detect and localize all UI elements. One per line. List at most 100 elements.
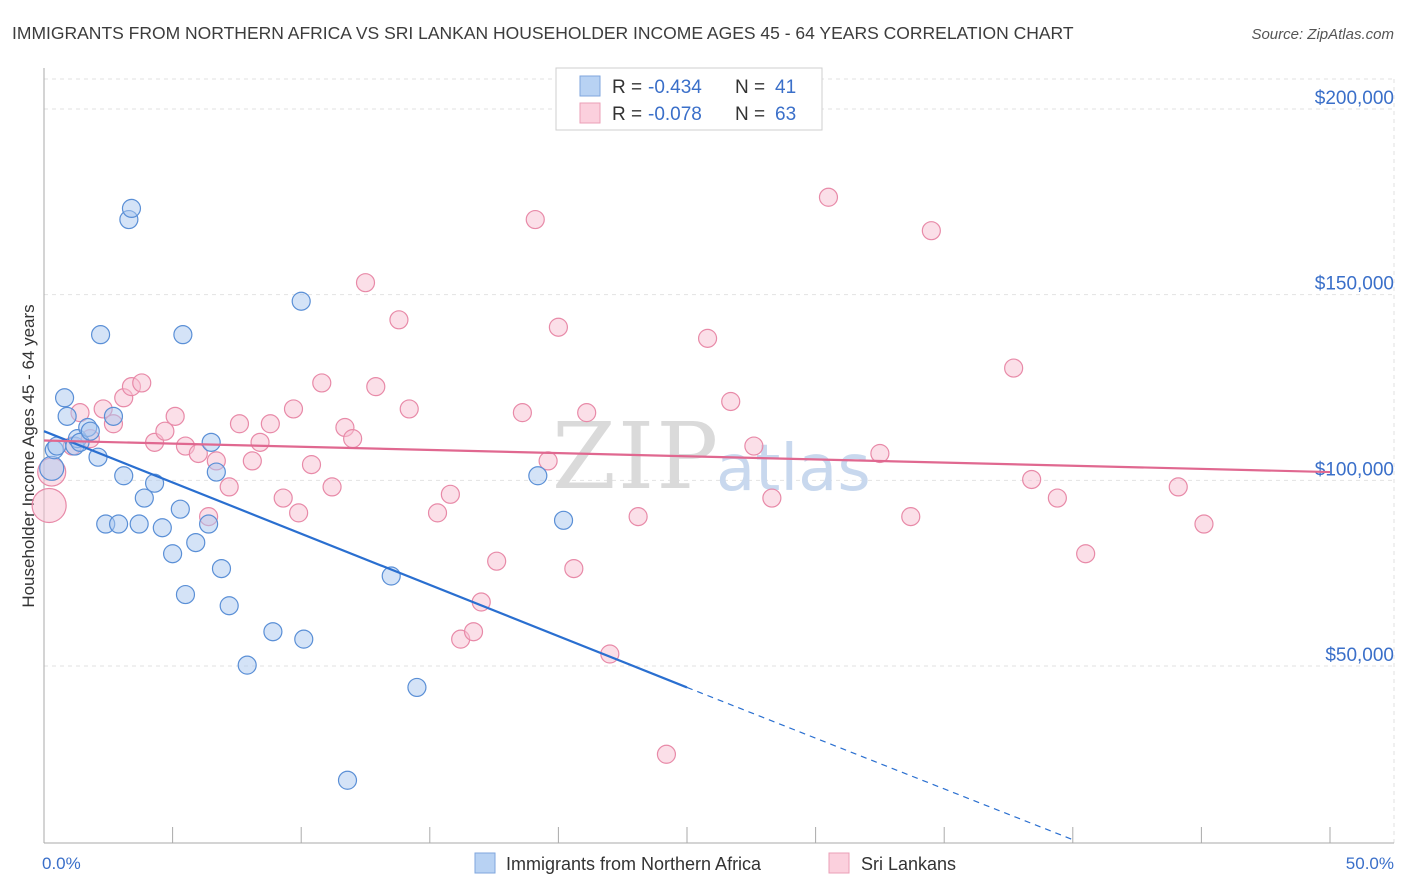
point-northern-africa-21 bbox=[152, 518, 172, 538]
point-sri-lankan-11 bbox=[155, 421, 175, 441]
point-northern-africa-15 bbox=[114, 466, 134, 486]
point-sri-lankan-18 bbox=[229, 414, 250, 434]
y-axis-label: Householder Income Ages 45 - 64 years bbox=[19, 304, 38, 607]
series-legend: Immigrants from Northern Africa Sri Lank… bbox=[474, 852, 956, 874]
point-sri-lankan-22 bbox=[273, 488, 293, 508]
point-northern-africa-39 bbox=[528, 466, 548, 486]
point-northern-africa-27 bbox=[199, 514, 219, 534]
legend-r-value-2: -0.078 bbox=[648, 104, 702, 125]
watermark: ZIP atlas bbox=[552, 403, 871, 510]
point-sri-lankan-57 bbox=[1004, 358, 1024, 378]
point-sri-lankan-0 bbox=[31, 487, 67, 524]
bottom-legend-label-2: Sri Lankans bbox=[861, 854, 956, 874]
point-northern-africa-29 bbox=[206, 462, 226, 482]
point-sri-lankan-41 bbox=[525, 209, 545, 230]
legend-r-label-2: R = bbox=[612, 104, 642, 125]
point-sri-lankan-35 bbox=[440, 484, 460, 504]
point-sri-lankan-34 bbox=[427, 503, 448, 523]
y-tick-label-1: $150,000 bbox=[1315, 274, 1394, 295]
trend-line-sri-lankans bbox=[43, 439, 1331, 474]
point-northern-africa-32 bbox=[237, 655, 257, 675]
correlation-legend: R = -0.434 N = 41 R = -0.078 N = 63 bbox=[555, 67, 823, 131]
axes bbox=[43, 68, 1394, 844]
point-sri-lankan-53 bbox=[818, 187, 839, 207]
trend-lines bbox=[43, 430, 1331, 841]
point-northern-africa-4 bbox=[57, 406, 77, 426]
point-sri-lankan-9 bbox=[132, 373, 152, 393]
point-sri-lankan-31 bbox=[366, 377, 386, 397]
trend-line-northern-africa-extension bbox=[686, 686, 1074, 841]
point-sri-lankan-37 bbox=[463, 622, 484, 642]
point-sri-lankan-54 bbox=[870, 443, 890, 464]
point-sri-lankan-25 bbox=[301, 455, 322, 475]
y-tick-label-2: $100,000 bbox=[1315, 459, 1394, 480]
point-northern-africa-17 bbox=[121, 198, 142, 218]
point-sri-lankan-48 bbox=[656, 744, 677, 764]
chart-title: IMMIGRANTS FROM NORTHERN AFRICA VS SRI L… bbox=[12, 23, 1074, 43]
point-sri-lankan-26 bbox=[312, 373, 332, 393]
point-northern-africa-23 bbox=[170, 499, 190, 519]
bottom-legend-swatch-pink bbox=[828, 852, 850, 874]
point-northern-africa-26 bbox=[186, 532, 206, 553]
legend-r-label-1: R = bbox=[612, 77, 642, 98]
point-sri-lankan-21 bbox=[260, 414, 280, 434]
point-sri-lankan-51 bbox=[744, 436, 764, 456]
legend-r-value-1: -0.434 bbox=[648, 77, 702, 98]
point-northern-africa-33 bbox=[263, 622, 283, 642]
point-sri-lankan-40 bbox=[512, 403, 532, 423]
bottom-legend-label-1: Immigrants from Northern Africa bbox=[506, 854, 762, 874]
point-sri-lankan-24 bbox=[289, 503, 309, 523]
point-sri-lankan-29 bbox=[343, 429, 363, 449]
series-northern-africa-points bbox=[39, 198, 574, 790]
point-sri-lankan-55 bbox=[901, 507, 921, 527]
point-northern-africa-13 bbox=[103, 406, 124, 426]
point-sri-lankan-52 bbox=[762, 488, 782, 508]
point-sri-lankan-50 bbox=[721, 391, 741, 412]
point-sri-lankan-61 bbox=[1168, 477, 1188, 497]
point-sri-lankan-12 bbox=[165, 406, 185, 426]
legend-n-value-2: 63 bbox=[775, 104, 796, 125]
legend-swatch-pink bbox=[579, 102, 601, 124]
point-sri-lankan-33 bbox=[399, 399, 419, 419]
point-northern-africa-14 bbox=[108, 514, 129, 534]
point-northern-africa-18 bbox=[129, 514, 149, 534]
point-northern-africa-34 bbox=[291, 291, 311, 311]
trend-line-northern-africa bbox=[43, 430, 688, 689]
watermark-atlas: atlas bbox=[716, 432, 871, 506]
point-northern-africa-0 bbox=[39, 455, 65, 481]
point-northern-africa-35 bbox=[294, 629, 314, 649]
point-northern-africa-40 bbox=[553, 510, 574, 530]
point-northern-africa-25 bbox=[175, 584, 196, 605]
legend-n-label-1: N = bbox=[735, 77, 765, 98]
legend-swatch-blue bbox=[579, 75, 601, 97]
point-northern-africa-9 bbox=[80, 421, 100, 441]
point-northern-africa-11 bbox=[90, 325, 111, 345]
point-sri-lankan-27 bbox=[322, 477, 342, 497]
point-sri-lankan-20 bbox=[250, 432, 270, 452]
point-sri-lankan-60 bbox=[1076, 544, 1096, 564]
y-tick-label-0: $200,000 bbox=[1315, 88, 1394, 109]
point-sri-lankan-59 bbox=[1047, 488, 1067, 508]
point-sri-lankan-23 bbox=[283, 399, 304, 419]
point-sri-lankan-17 bbox=[219, 477, 239, 497]
point-northern-africa-38 bbox=[407, 677, 427, 698]
point-sri-lankan-19 bbox=[242, 451, 262, 471]
y-tick-label-3: $50,000 bbox=[1325, 645, 1394, 666]
point-sri-lankan-47 bbox=[628, 507, 648, 527]
point-northern-africa-28 bbox=[201, 432, 221, 452]
x-tick-label-min: 0.0% bbox=[42, 854, 81, 873]
point-northern-africa-3 bbox=[54, 388, 75, 408]
legend-n-value-1: 41 bbox=[775, 77, 796, 98]
point-sri-lankan-43 bbox=[548, 317, 569, 337]
point-northern-africa-31 bbox=[219, 596, 239, 616]
point-sri-lankan-56 bbox=[921, 221, 941, 241]
point-northern-africa-19 bbox=[134, 488, 154, 508]
bottom-legend-swatch-blue bbox=[474, 852, 496, 874]
point-northern-africa-22 bbox=[163, 544, 183, 564]
point-sri-lankan-49 bbox=[697, 328, 718, 348]
point-northern-africa-24 bbox=[173, 325, 193, 345]
point-sri-lankan-30 bbox=[355, 273, 376, 293]
point-northern-africa-30 bbox=[211, 558, 232, 579]
point-northern-africa-36 bbox=[337, 770, 358, 790]
